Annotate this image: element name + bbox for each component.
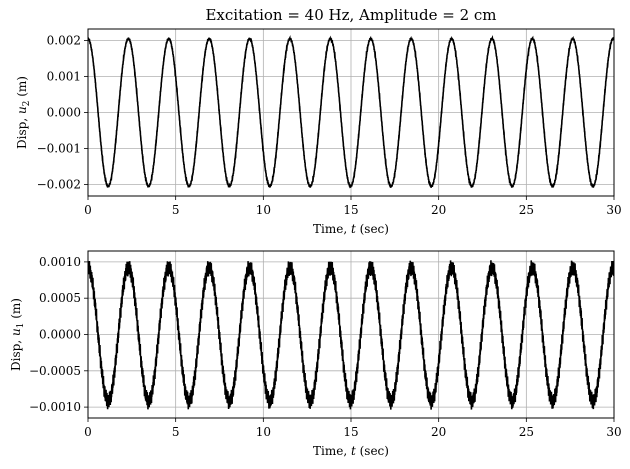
x-tick-label: 25	[519, 425, 534, 439]
y-tick-label: 0.0010	[39, 255, 81, 269]
y-tick-label: −0.002	[37, 177, 81, 191]
x-tick-label: 30	[606, 203, 621, 217]
x-tick-label: 30	[606, 425, 621, 439]
x-tick-label: 5	[172, 425, 180, 439]
x-tick-label: 0	[84, 203, 92, 217]
y-tick-label: −0.0005	[29, 364, 81, 378]
y-tick-label: 0.0005	[39, 291, 81, 305]
y-tick-label: −0.001	[37, 141, 81, 155]
bottom-subplot: 0 5 10 15 20 25 30 −0.0010 −0.0005 0.0000 0.0005 0.…	[9, 250, 622, 458]
x-tick-label: 15	[343, 203, 358, 217]
y-axis-label: Disp, u2 (m)	[15, 76, 32, 149]
x-tick-label: 10	[256, 425, 271, 439]
x-tick-label: 0	[84, 425, 92, 439]
top-subplot: 0 5 10 15 20 25 30 −0.002 −0.001 0.000 0.001 0.002 T…	[15, 6, 622, 236]
x-tick-label: 20	[431, 425, 446, 439]
x-axis-label: Time, t (sec)	[313, 444, 389, 458]
x-axis-label: Time, t (sec)	[313, 222, 389, 236]
y-tick-label: 0.0000	[39, 328, 81, 342]
y-tick-label: 0.000	[47, 106, 81, 120]
chart-title: Excitation = 40 Hz, Amplitude = 2 cm	[205, 6, 496, 24]
y-tick-label: −0.0010	[29, 400, 81, 414]
series-line	[88, 35, 614, 189]
series-line	[88, 260, 614, 410]
y-tick-label: 0.002	[47, 34, 81, 48]
x-tick-label: 20	[431, 203, 446, 217]
x-tick-label: 25	[519, 203, 534, 217]
x-tick-label: 10	[256, 203, 271, 217]
x-tick-label: 15	[343, 425, 358, 439]
y-axis-label: Disp, u1 (m)	[9, 298, 26, 371]
x-tick-label: 5	[172, 203, 180, 217]
y-tick-label: 0.001	[47, 70, 81, 84]
